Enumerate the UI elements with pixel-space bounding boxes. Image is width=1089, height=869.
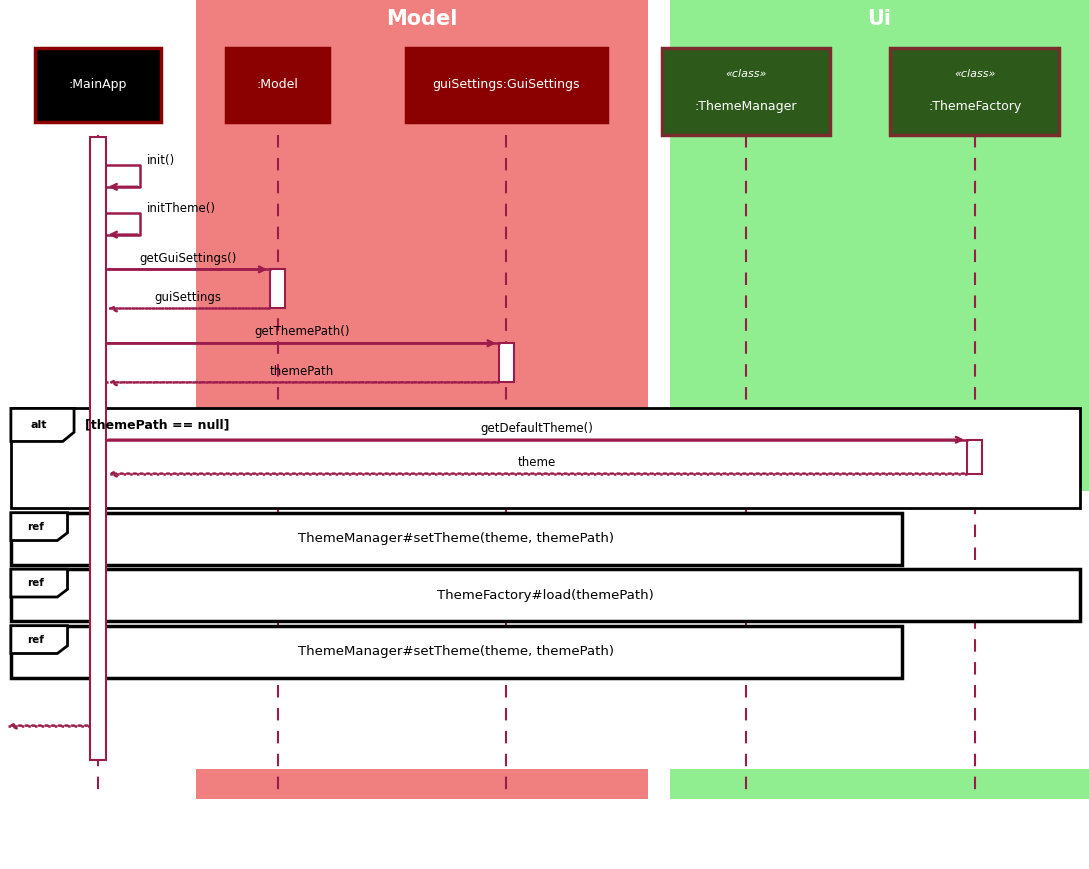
Text: guiSettings:GuiSettings: guiSettings:GuiSettings <box>432 78 580 91</box>
Bar <box>405 48 608 122</box>
Bar <box>662 48 830 135</box>
Bar <box>11 513 902 565</box>
Text: getThemePath(): getThemePath() <box>255 326 350 338</box>
Text: ref: ref <box>27 521 45 532</box>
Bar <box>227 48 329 122</box>
Bar <box>967 440 982 474</box>
Text: [themePath == null]: [themePath == null] <box>85 419 230 431</box>
Bar <box>35 48 160 122</box>
Text: «class»: «class» <box>725 69 767 79</box>
Text: initTheme(): initTheme() <box>147 202 216 215</box>
Text: :Model: :Model <box>257 78 298 91</box>
Bar <box>11 569 1080 621</box>
Bar <box>90 137 106 760</box>
Text: theme: theme <box>517 456 555 468</box>
Bar <box>11 626 902 678</box>
Text: :ThemeFactory: :ThemeFactory <box>928 101 1021 113</box>
Text: Model: Model <box>387 9 457 30</box>
Text: ThemeFactory#load(themePath): ThemeFactory#load(themePath) <box>437 589 654 601</box>
Text: guiSettings: guiSettings <box>155 291 221 303</box>
Bar <box>11 408 1080 508</box>
Bar <box>670 0 1089 491</box>
Text: themePath: themePath <box>270 365 334 377</box>
Text: ref: ref <box>27 578 45 588</box>
Bar <box>270 269 285 308</box>
Text: ThemeManager#setTheme(theme, themePath): ThemeManager#setTheme(theme, themePath) <box>298 533 614 545</box>
Text: getGuiSettings(): getGuiSettings() <box>139 252 236 264</box>
Bar <box>499 343 514 382</box>
Text: Ui: Ui <box>867 9 892 30</box>
Polygon shape <box>11 569 68 597</box>
Text: «class»: «class» <box>954 69 995 79</box>
Polygon shape <box>11 626 68 653</box>
Bar <box>196 0 648 491</box>
Text: :ThemeManager: :ThemeManager <box>695 101 797 113</box>
Bar <box>670 769 1089 799</box>
Text: ref: ref <box>27 634 45 645</box>
Text: init(): init() <box>147 155 175 167</box>
Text: getDefaultTheme(): getDefaultTheme() <box>480 422 592 434</box>
Bar <box>196 769 648 799</box>
Polygon shape <box>11 513 68 541</box>
Text: :MainApp: :MainApp <box>69 78 127 91</box>
Text: alt: alt <box>30 420 47 430</box>
Text: ThemeManager#setTheme(theme, themePath): ThemeManager#setTheme(theme, themePath) <box>298 646 614 658</box>
Bar <box>891 48 1059 135</box>
Polygon shape <box>11 408 74 441</box>
